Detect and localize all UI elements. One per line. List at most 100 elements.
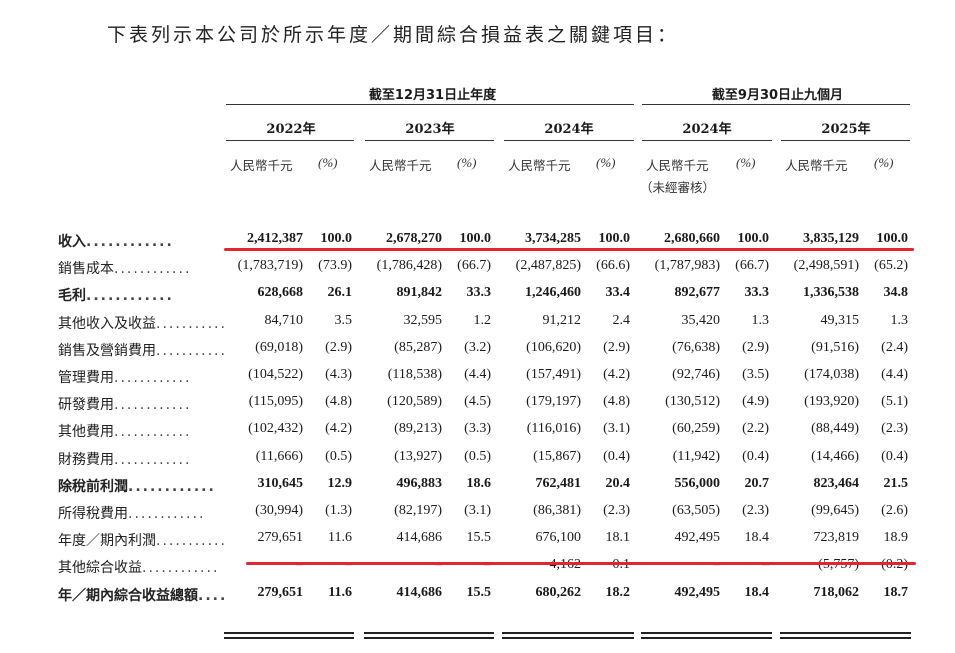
percent-cell: 100.0 — [320, 231, 353, 246]
amount-cell: 2,678,270 — [386, 231, 442, 246]
percent-cell: 12.9 — [327, 475, 353, 491]
leader-dots: ............ — [86, 234, 174, 250]
percent-cell: 20.4 — [605, 475, 631, 491]
amount-cell: (1,783,719) — [237, 258, 303, 274]
table-row: 其他收入及收益............ 84,710 3.5 32,595 1.2 91,… — [0, 313, 955, 338]
year-underline-2024-9m — [642, 140, 772, 141]
amount-cell: (179,197) — [526, 394, 581, 410]
percent-cell: 1.3 — [890, 312, 909, 328]
percent-cell: 33.3 — [466, 285, 492, 301]
amount-cell: 91,212 — [542, 312, 582, 328]
percent-cell: – — [719, 557, 769, 573]
percent-cell: (4.8) — [603, 394, 630, 410]
amount-cell: 496,883 — [396, 475, 443, 491]
row-label-text: 毛利 — [58, 288, 86, 305]
unit-label-2024-9m: 人民幣千元 — [646, 158, 709, 173]
amount-cell: (14,466) — [811, 448, 859, 464]
amount-cell: 1,336,538 — [803, 285, 859, 301]
amount-cell: 718,062 — [813, 584, 860, 600]
percent-cell: (2.9) — [603, 339, 630, 355]
percent-cell: (2.9) — [742, 339, 769, 355]
percent-cell: 18.7 — [883, 584, 909, 600]
percent-cell: 1.3 — [751, 312, 770, 328]
group-header-fiscal-year: 截至12月31日止年度 — [368, 88, 497, 103]
amount-cell: (99,645) — [811, 503, 859, 518]
row-label-text: 收入 — [58, 234, 86, 250]
amount-cell: 762,481 — [535, 475, 582, 491]
table-row: 收入............ 2,412,387 100.0 2,678,270 100… — [0, 231, 955, 256]
unit-label-2024: 人民幣千元 — [508, 158, 571, 173]
leader-dots: ............ — [114, 451, 192, 468]
amount-cell: (63,505) — [672, 503, 720, 518]
amount-cell: 84,710 — [264, 312, 304, 328]
leader-dots: ............ — [156, 315, 228, 332]
percent-cell: (4.2) — [325, 421, 352, 437]
amount-cell: 2,412,387 — [247, 231, 303, 246]
percent-cell: (3.1) — [603, 421, 630, 437]
percent-cell: (2.6) — [881, 503, 908, 518]
total-double-underline — [641, 632, 772, 634]
year-underline-2024 — [504, 140, 634, 141]
row-label: 年度／期內利潤............ — [58, 530, 228, 550]
percent-cell: (4.4) — [464, 367, 491, 382]
intro-text: 下表列示本公司於所示年度／期間綜合損益表之關鍵項目： — [107, 24, 680, 46]
amount-cell: (174,038) — [804, 367, 859, 382]
percent-cell: (0.4) — [603, 448, 630, 464]
year-header-2025-9m: 2025年 — [821, 122, 871, 137]
leader-dots: ............ — [114, 397, 192, 414]
row-label: 除稅前利潤............ — [58, 476, 228, 496]
unit-label-2022: 人民幣千元 — [230, 158, 293, 173]
percent-cell: (2.2) — [742, 421, 769, 437]
percent-cell: 26.1 — [327, 285, 353, 301]
percent-cell: – — [441, 557, 491, 573]
percent-cell: 20.7 — [744, 475, 770, 491]
amount-cell: (69,018) — [255, 339, 303, 355]
table-row: 其他費用............ (102,432) (4.2) (89,213) (3… — [0, 421, 955, 446]
percent-cell: 18.4 — [744, 584, 770, 600]
row-label: 財務費用............ — [58, 449, 228, 469]
percent-cell: (0.5) — [464, 448, 491, 464]
total-double-underline — [780, 632, 911, 634]
pct-label-2025-9m: (%) — [874, 155, 894, 170]
amount-cell: (30,994) — [255, 503, 303, 518]
percent-cell: 18.6 — [466, 475, 492, 491]
percent-cell: (66.7) — [735, 258, 769, 274]
amount-cell: 556,000 — [674, 475, 721, 491]
percent-cell: 33.3 — [744, 285, 770, 301]
group-underline-fiscal-year — [226, 104, 634, 105]
total-double-underline — [502, 632, 634, 634]
leader-dots: ............ — [128, 506, 206, 522]
row-label: 研發費用............ — [58, 394, 228, 414]
row-label: 毛利............ — [58, 285, 228, 305]
pct-label-2024: (%) — [596, 155, 616, 170]
year-underline-2022 — [226, 140, 354, 141]
row-label: 其他綜合收益............ — [58, 557, 228, 577]
amount-cell: (82,197) — [394, 503, 442, 518]
amount-cell: 680,262 — [535, 584, 582, 600]
total-double-underline — [224, 637, 354, 639]
table-row: 年度／期內利潤............ 279,651 11.6 414,686 15.… — [0, 530, 955, 555]
amount-cell: – — [362, 557, 442, 573]
amount-cell: (130,512) — [665, 394, 720, 410]
highlight-line-profit — [246, 562, 916, 565]
amount-cell: (104,522) — [248, 367, 303, 382]
amount-cell: (193,920) — [804, 394, 859, 410]
percent-cell: 0.1 — [580, 557, 631, 573]
pct-label-2024-9m: (%) — [736, 155, 756, 170]
amount-cell: 3,734,285 — [525, 231, 581, 246]
table-row: 毛利............ 628,668 26.1 891,842 33.3 1,24… — [0, 285, 955, 310]
row-label-text: 財務費用 — [58, 451, 114, 468]
percent-cell: (3.1) — [464, 503, 491, 518]
percent-cell: (1.3) — [325, 503, 352, 518]
percent-cell: (2.3) — [603, 503, 630, 518]
amount-cell: (102,432) — [248, 421, 303, 437]
amount-cell: 49,315 — [820, 312, 860, 328]
table-row: 研發費用............ (115,095) (4.8) (120,589) (… — [0, 394, 955, 419]
percent-cell: 15.5 — [466, 530, 492, 546]
leader-dots: ............ — [198, 587, 228, 604]
percent-cell: 15.5 — [466, 584, 492, 600]
percent-cell: (65.2) — [874, 258, 908, 274]
row-label: 管理費用............ — [58, 367, 228, 387]
amount-cell: 279,651 — [257, 530, 304, 546]
unit-label-2025-9m: 人民幣千元 — [785, 158, 848, 173]
